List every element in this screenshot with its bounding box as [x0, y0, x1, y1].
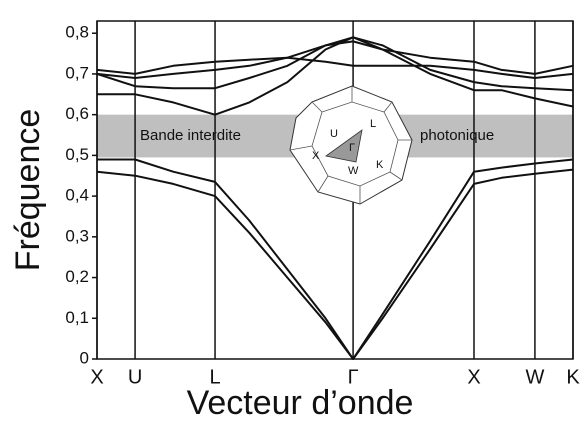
inset-edges: [289, 86, 412, 204]
band-line: [96, 168, 574, 360]
band-line: [97, 158, 574, 360]
y-tick-label: 0,2: [65, 267, 89, 286]
x-axis-title: Vecteur d’onde: [187, 384, 414, 421]
y-tick-label: 0,5: [65, 145, 89, 164]
inset-label: X: [312, 150, 320, 162]
band-gap-label: photonique: [420, 127, 494, 144]
inset-label: K: [376, 159, 384, 171]
y-tick-label: 0,7: [65, 63, 89, 82]
y-tick-label: 0,4: [65, 186, 89, 205]
inset-triangle: [325, 129, 363, 163]
x-tick-label: W: [525, 366, 544, 388]
x-tick-label: L: [209, 366, 220, 388]
band-line: [96, 40, 574, 79]
y-tick-label: 0,1: [65, 308, 89, 327]
x-tick-label: K: [566, 366, 580, 388]
inset-label: W: [348, 165, 359, 177]
y-tick-label: 0,8: [65, 23, 89, 42]
inset-label: L: [370, 118, 376, 130]
x-tick-label: X: [90, 366, 103, 388]
x-tick-label: X: [467, 366, 480, 388]
y-tick-label: 0,6: [65, 104, 89, 123]
band-gap-label: Bande interdite: [140, 127, 241, 144]
band-line: [96, 56, 574, 79]
inset-label: Γ: [349, 142, 355, 154]
y-tick-label: 0,3: [65, 226, 89, 245]
inset-label: U: [330, 128, 338, 140]
band-line: [96, 36, 574, 92]
x-tick-label: Γ: [348, 366, 359, 388]
y-tick-label: 0: [80, 348, 89, 367]
x-tick-label: U: [128, 366, 142, 388]
inset: U L X ΓW K: [289, 85, 413, 205]
y-axis-title: Fréquence: [9, 109, 47, 272]
